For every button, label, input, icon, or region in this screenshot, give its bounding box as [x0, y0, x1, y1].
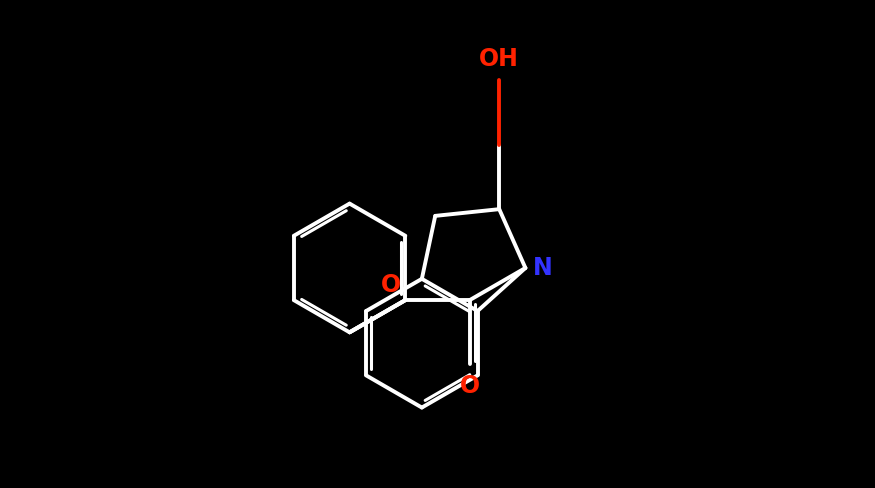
Text: N: N: [533, 256, 553, 280]
Text: OH: OH: [480, 47, 519, 71]
Text: O: O: [381, 273, 401, 297]
Text: O: O: [459, 374, 480, 398]
